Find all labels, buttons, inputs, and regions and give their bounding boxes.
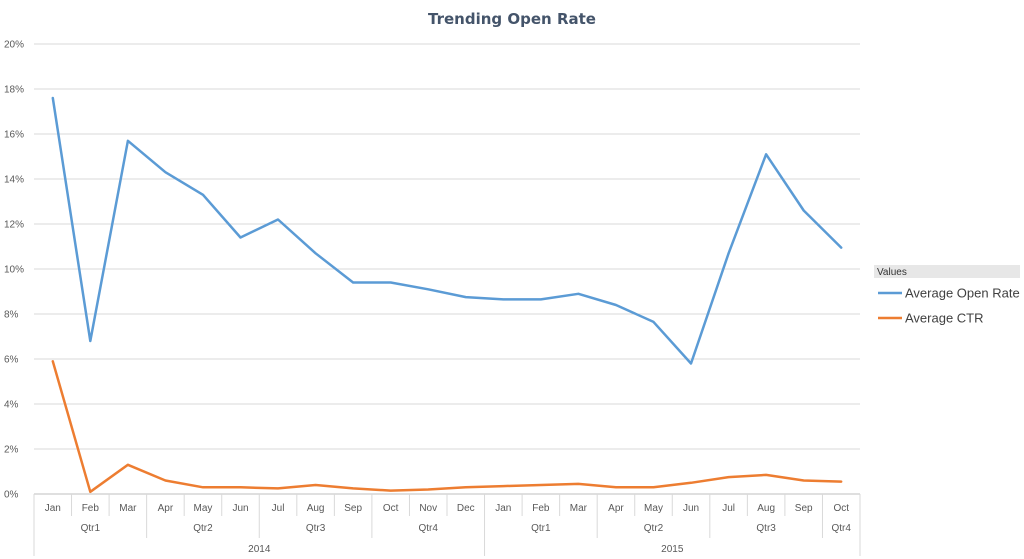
x-axis-category-labels: Jan Feb Mar Apr May Jun Jul Aug Sep Oct Nov Dec Jan F… (45, 503, 852, 555)
series-lines (51, 96, 843, 494)
y-tick-label: 16% (4, 130, 24, 141)
y-tick-label: 12% (4, 220, 24, 231)
month-label: Jul (272, 503, 285, 514)
month-label: Jul (722, 503, 735, 514)
chart-title: Trending Open Rate (428, 10, 596, 28)
y-tick-label: 18% (4, 85, 24, 96)
y-tick-label: 20% (4, 40, 24, 51)
legend-header: Values (877, 267, 907, 278)
month-label: Jun (683, 503, 699, 514)
month-label: Aug (757, 503, 775, 514)
month-label: Feb (532, 503, 550, 514)
month-label: Oct (383, 503, 399, 514)
quarter-label: Qtr3 (306, 523, 326, 534)
year-label: 2014 (248, 544, 271, 555)
quarter-label: Qtr1 (81, 523, 101, 534)
quarter-label: Qtr1 (531, 523, 551, 534)
legend: Values Average Open Rate Average CTR (874, 265, 1020, 326)
month-label: Jan (495, 503, 511, 514)
y-tick-label: 0% (4, 490, 19, 501)
y-tick-label: 6% (4, 355, 19, 366)
y-tick-label: 2% (4, 445, 19, 456)
month-label: Mar (570, 503, 588, 514)
legend-entry: Average CTR (905, 311, 984, 326)
gridlines (34, 43, 860, 450)
month-label: Sep (795, 503, 813, 514)
month-label: Feb (82, 503, 100, 514)
month-label: Jan (45, 503, 61, 514)
month-label: Apr (158, 503, 174, 514)
x-axis (33, 493, 861, 556)
month-label: Oct (833, 503, 849, 514)
y-tick-label: 14% (4, 175, 24, 186)
y-axis-tick-labels: 0% 2% 4% 6% 8% 10% 12% 14% 16% 18% 20% (4, 40, 24, 501)
month-label: May (194, 503, 213, 514)
quarter-label: Qtr4 (419, 523, 439, 534)
y-tick-label: 10% (4, 265, 24, 276)
month-label: Mar (119, 503, 137, 514)
month-label: May (644, 503, 663, 514)
quarter-label: Qtr2 (193, 523, 213, 534)
quarter-label: Qtr3 (756, 523, 776, 534)
month-label: Nov (419, 503, 437, 514)
month-label: Jun (232, 503, 248, 514)
legend-header-bg (874, 265, 1020, 278)
legend-entry: Average Open Rate (905, 286, 1020, 301)
month-label: Sep (344, 503, 362, 514)
y-tick-label: 4% (4, 400, 19, 411)
month-label: Aug (307, 503, 325, 514)
quarter-label: Qtr4 (832, 523, 852, 534)
month-label: Dec (457, 503, 475, 514)
quarter-label: Qtr2 (644, 523, 664, 534)
month-label: Apr (608, 503, 624, 514)
series-line-ctr (51, 360, 843, 494)
y-tick-label: 8% (4, 310, 19, 321)
series-line-open-rate (51, 96, 843, 365)
year-label: 2015 (661, 544, 684, 555)
